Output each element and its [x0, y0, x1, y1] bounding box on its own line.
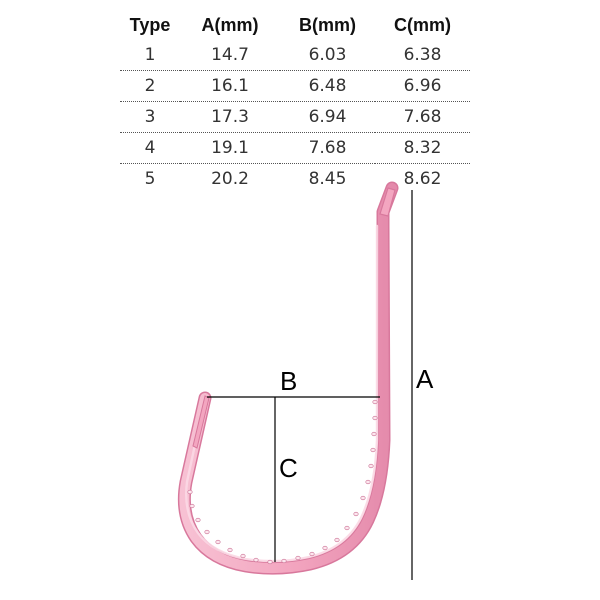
table-row: 2 16.1 6.48 6.96	[120, 70, 470, 102]
cell-b: 6.03	[280, 40, 375, 71]
cell-type: 2	[120, 70, 180, 102]
cell-c: 6.96	[375, 70, 470, 102]
cell-a: 14.7	[180, 40, 280, 71]
cell-b: 7.68	[280, 132, 375, 164]
cell-a: 20.2	[211, 169, 249, 189]
cell-type: 1	[120, 40, 180, 71]
table-row: 1 14.7 6.03 6.38	[120, 40, 470, 71]
dimension-label-b: B	[280, 366, 298, 396]
cell-c: 6.38	[375, 40, 470, 71]
header-c: C(mm)	[394, 14, 451, 35]
dimension-label-c: C	[279, 453, 298, 483]
header-b: B(mm)	[299, 14, 356, 35]
cell-a: 16.1	[180, 70, 280, 102]
cell-b: 6.94	[280, 101, 375, 133]
table-row: 4 19.1 7.68 8.32	[120, 132, 470, 164]
cell-a: 19.1	[180, 132, 280, 164]
cell-c: 8.32	[375, 132, 470, 164]
header-a: A(mm)	[201, 14, 259, 35]
cell-b: 6.48	[280, 70, 375, 102]
cell-c: 7.68	[375, 101, 470, 133]
cell-c: 8.62	[403, 169, 442, 189]
table-row: 3 17.3 6.94 7.68	[120, 101, 470, 133]
dimension-label-a: A	[416, 364, 434, 394]
cell-type: 5	[144, 169, 156, 189]
cell-a: 17.3	[180, 101, 280, 133]
table-row: 5 20.2 8.45 8.62	[120, 164, 470, 195]
spec-table: Type A(mm) B(mm) C(mm) 1 14.7 6.03 6.38 …	[120, 10, 470, 194]
cell-b: 8.45	[308, 169, 347, 189]
table-header-row: Type A(mm) B(mm) C(mm)	[120, 10, 470, 40]
hook-point	[192, 395, 210, 449]
cell-type: 3	[120, 101, 180, 133]
header-type: Type	[129, 14, 171, 35]
cell-type: 4	[120, 132, 180, 164]
